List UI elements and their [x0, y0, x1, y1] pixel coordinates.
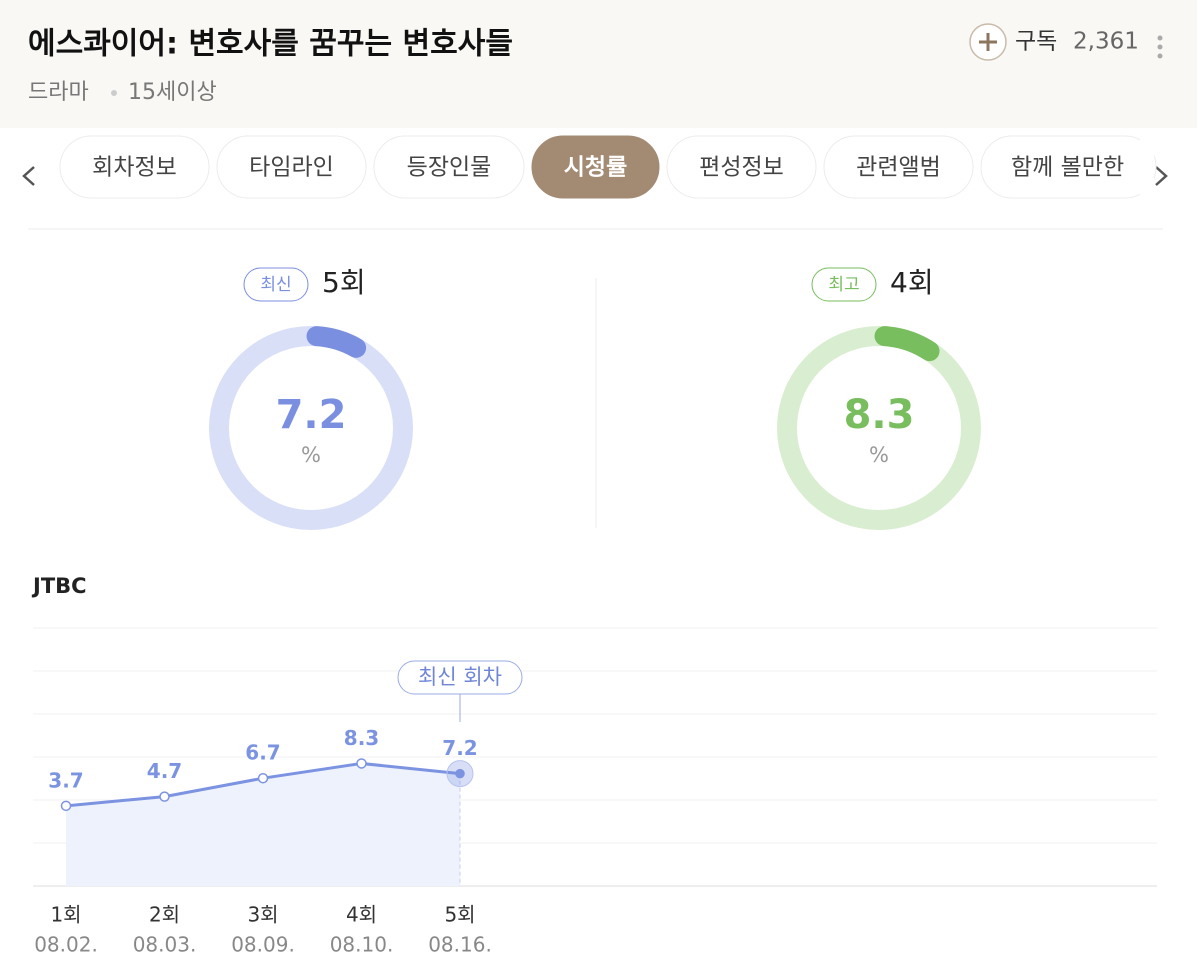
- gauge-value: 7.2: [276, 392, 347, 438]
- tab[interactable]: [59, 135, 210, 199]
- prev-arrow[interactable]: [22, 166, 35, 186]
- episode: 4회: [890, 266, 934, 299]
- tab[interactable]: [823, 135, 974, 199]
- tab-label[interactable]: 타임라인: [249, 155, 334, 181]
- plus-icon: [979, 33, 997, 51]
- tab[interactable]: [216, 135, 367, 199]
- gauge-unit: %: [869, 443, 889, 467]
- title: 에스콰이어: 변호사를 꿈꾸는 변호사들: [28, 27, 513, 62]
- episode: 5회: [322, 266, 366, 299]
- badge: [243, 267, 309, 302]
- age: 15세이상: [128, 80, 217, 105]
- tab[interactable]: [531, 135, 660, 199]
- subscribe-label[interactable]: 구독: [1015, 29, 1057, 55]
- point: [60, 800, 72, 812]
- tab-label[interactable]: 관련앨범: [856, 155, 941, 181]
- header-bg: [0, 0, 1197, 128]
- value-label: 4.7: [147, 759, 182, 783]
- subscribe-button[interactable]: 구독 2,361: [969, 23, 1139, 61]
- value-label: 3.7: [48, 768, 83, 792]
- gauge-value: 8.3: [844, 392, 915, 438]
- x-date-label: 08.10.: [330, 933, 394, 957]
- tab-label[interactable]: 시청률: [564, 155, 627, 181]
- subscriber-count: 2,361: [1073, 29, 1139, 55]
- gauge-arc: [874, 326, 940, 362]
- x-date-label: 08.09.: [231, 933, 295, 957]
- x-tick-label: 3회: [247, 903, 278, 927]
- tab[interactable]: [666, 135, 817, 199]
- point: [159, 791, 170, 802]
- x-tick-label: 5회: [444, 903, 475, 927]
- badge-label: 최고: [828, 275, 859, 295]
- annotation-box: [397, 660, 523, 695]
- x-date-label: 08.02.: [34, 933, 98, 957]
- more-menu[interactable]: [1157, 35, 1163, 59]
- badge: [811, 267, 877, 302]
- genre: 드라마: [28, 80, 89, 105]
- tab-label[interactable]: 편성정보: [699, 155, 784, 181]
- value-label: 6.7: [245, 741, 280, 765]
- next-arrow[interactable]: [1155, 166, 1168, 186]
- tab-label[interactable]: 등장인물: [407, 155, 492, 181]
- x-date-label: 08.03.: [133, 933, 197, 957]
- tab-fade: [1140, 130, 1154, 205]
- annotation: 최신 회차: [418, 665, 502, 689]
- point: [356, 758, 367, 769]
- tab-label[interactable]: 함께 볼만한: [1011, 155, 1124, 181]
- value-label: 7.2: [442, 736, 477, 760]
- point: [257, 772, 269, 784]
- tabs: 회차정보 타임라인 등장인물 시청률 편성정보 관련앨범 함께 볼만한: [59, 135, 1157, 199]
- gauge-unit: %: [301, 443, 321, 467]
- chart-title: JTBC: [31, 574, 87, 598]
- x-tick-label: 4회: [346, 903, 377, 927]
- x-date-label: 08.16.: [428, 933, 492, 957]
- badge-label: 최신: [260, 275, 291, 295]
- x-tick-label: 1회: [50, 903, 81, 927]
- x-tick-label: 2회: [149, 903, 180, 927]
- gauge-arc: [306, 326, 367, 358]
- tab[interactable]: [373, 135, 525, 199]
- dot: [111, 90, 117, 96]
- point: [455, 768, 465, 779]
- area: [66, 763, 460, 886]
- tab-label[interactable]: 회차정보: [92, 155, 177, 181]
- value-label: 8.3: [344, 726, 379, 750]
- tab[interactable]: [980, 135, 1157, 199]
